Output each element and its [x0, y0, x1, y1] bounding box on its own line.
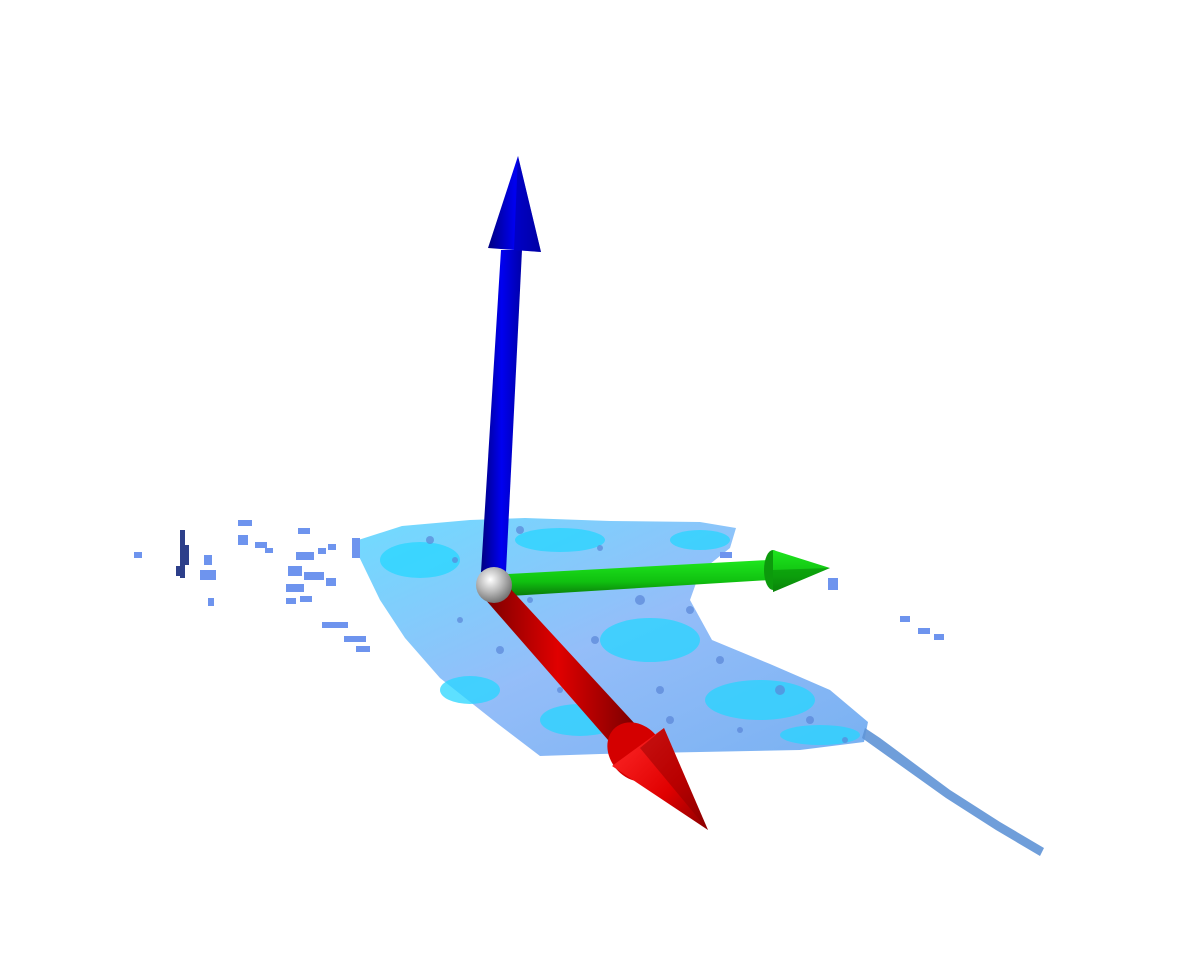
point-cloud-scatter-left: [134, 520, 370, 652]
point-cloud-scatter-right: [720, 552, 944, 640]
origin-sphere: [476, 567, 512, 603]
y-axis-arrow: [508, 550, 830, 596]
x-axis-arrow: [484, 584, 708, 830]
point-cloud-dark-bits: [176, 530, 189, 578]
point-cloud-speckles: [426, 526, 848, 743]
point-cloud-trail: [862, 728, 1044, 856]
z-axis-arrow: [481, 156, 541, 572]
